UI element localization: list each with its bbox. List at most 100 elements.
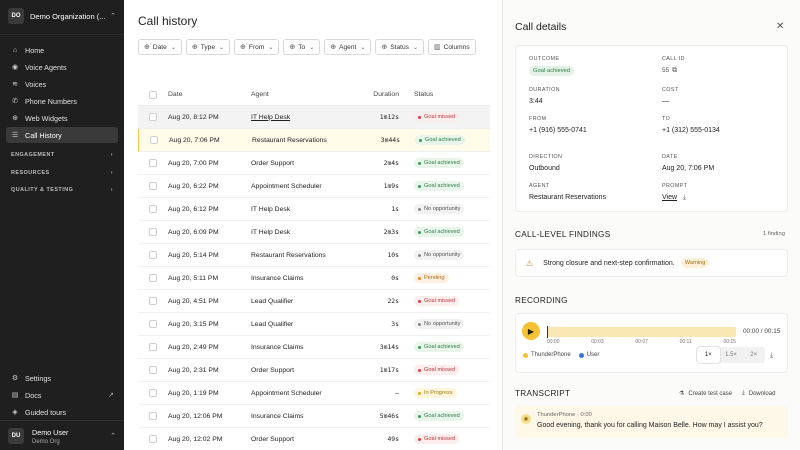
status-dot bbox=[418, 322, 421, 326]
chevron-right-icon: › bbox=[110, 187, 113, 193]
cell-date: Aug 20, 5:11 PM bbox=[168, 274, 219, 282]
sidebar-item-docs[interactable]: ▤ Docs ↗ bbox=[6, 387, 118, 403]
row-checkbox[interactable] bbox=[149, 366, 157, 374]
sidebar-item-settings[interactable]: ⚙ Settings bbox=[6, 370, 118, 386]
chevron-down-icon: ⌄ bbox=[219, 44, 225, 51]
details-card: OUTCOME Goal achieved CALL ID 55 ⧉ DURATI… bbox=[515, 45, 788, 212]
row-checkbox[interactable] bbox=[149, 182, 157, 190]
section-engagement[interactable]: ENGAGEMENT › bbox=[11, 149, 113, 161]
filter-status[interactable]: ⊕ Status ⌄ bbox=[375, 39, 424, 55]
header-date[interactable]: Date bbox=[168, 91, 183, 98]
field-value: +1 (916) 555-0741 bbox=[529, 127, 587, 134]
chevron-updown-icon: ⌃ bbox=[110, 13, 116, 20]
playback-time: 00:00 / 00:15 bbox=[743, 328, 781, 335]
table-row[interactable]: Aug 20, 2:31 PM Order Support 1m17s Goal mi… bbox=[138, 359, 490, 382]
row-checkbox[interactable] bbox=[149, 205, 157, 213]
status-dot bbox=[418, 184, 421, 188]
sidebar-item-home[interactable]: ⌂ Home bbox=[6, 42, 118, 58]
create-test-case-button[interactable]: Create test case bbox=[688, 390, 733, 397]
table-row[interactable]: Aug 20, 6:09 PM IT Help Desk 2m3s Goal achi… bbox=[138, 221, 490, 244]
table-row[interactable]: Aug 20, 6:12 PM IT Help Desk 1s No opportun… bbox=[138, 198, 490, 221]
findings-title: CALL-LEVEL FINDINGS bbox=[515, 230, 611, 239]
plus-icon: ⊕ bbox=[289, 44, 296, 51]
sidebar-item-call-history[interactable]: ☰ Call History bbox=[6, 127, 118, 143]
plus-icon: ⊕ bbox=[240, 44, 246, 51]
filter-label: Status bbox=[390, 43, 409, 51]
table-row[interactable]: Aug 20, 12:02 PM Order Support 49s Goal mis… bbox=[138, 428, 490, 450]
header-status[interactable]: Status bbox=[414, 91, 434, 98]
speed-2x[interactable]: 2× bbox=[750, 352, 758, 358]
row-checkbox[interactable] bbox=[149, 412, 157, 420]
sidebar-item-voices[interactable]: ≋ Voices bbox=[6, 76, 118, 92]
play-button[interactable]: ▶ bbox=[522, 322, 540, 340]
row-checkbox[interactable] bbox=[149, 113, 157, 121]
table-row[interactable]: Aug 20, 7:00 PM Order Support 2m4s Goal ach… bbox=[138, 152, 490, 175]
settings-icon: ⚙ bbox=[11, 375, 19, 382]
speed-1x[interactable]: 1× bbox=[697, 347, 720, 363]
status-badge: Goal achieved bbox=[415, 135, 465, 145]
row-checkbox[interactable] bbox=[149, 274, 157, 282]
cell-duration: 1m12s bbox=[379, 113, 399, 121]
plus-icon: ⊕ bbox=[191, 44, 198, 51]
view-prompt-link[interactable]: View bbox=[662, 194, 678, 201]
status-label: Goal achieved bbox=[424, 160, 460, 166]
table-row[interactable]: Aug 20, 4:51 PM Lead Qualifier 22s Goal mis… bbox=[138, 290, 490, 313]
status-badge: Goal missed bbox=[414, 112, 460, 122]
transcript-actions: ⚗ Create test case ⤓ Download bbox=[679, 390, 779, 397]
copy-icon[interactable]: ⧉ bbox=[672, 67, 678, 74]
row-checkbox[interactable] bbox=[149, 159, 157, 167]
header-duration[interactable]: Duration bbox=[373, 91, 399, 98]
table-row[interactable]: Aug 20, 1:19 PM Appointment Scheduler – In … bbox=[138, 382, 490, 405]
status-badge: Goal achieved bbox=[414, 342, 464, 352]
docs-icon: ▤ bbox=[11, 392, 19, 399]
columns-button[interactable]: ▥ Columns bbox=[427, 39, 476, 55]
sidebar-item-phone-numbers[interactable]: ✆ Phone Numbers bbox=[6, 93, 118, 109]
divider bbox=[0, 420, 124, 421]
org-switcher[interactable]: DO Demo Organization (... ⌃ bbox=[8, 8, 116, 24]
header-agent[interactable]: Agent bbox=[251, 91, 269, 98]
filter-date[interactable]: ⊕ Date ⌄ bbox=[138, 39, 182, 55]
sidebar-item-web-widgets[interactable]: ⊕ Web Widgets bbox=[6, 110, 118, 126]
table-row[interactable]: Aug 20, 12:06 PM Insurance Claims 5m46s Goa… bbox=[138, 405, 490, 428]
field-outcome: OUTCOME Goal achieved bbox=[529, 56, 575, 76]
table-row[interactable]: Aug 20, 5:11 PM Insurance Claims 0s Pending bbox=[138, 267, 490, 290]
table-header: Date Agent Duration Status bbox=[138, 84, 490, 106]
row-checkbox[interactable] bbox=[149, 389, 157, 397]
cell-duration: – bbox=[395, 389, 399, 397]
table-row[interactable]: Aug 20, 2:49 PM Insurance Claims 3m14s Goal… bbox=[138, 336, 490, 359]
row-checkbox[interactable] bbox=[149, 320, 157, 328]
filter-to[interactable]: ⊕ To ⌄ bbox=[283, 39, 321, 55]
row-checkbox[interactable] bbox=[150, 136, 158, 144]
sidebar-item-voice-agents[interactable]: ◉ Voice Agents bbox=[6, 59, 118, 75]
table-row[interactable]: Aug 20, 5:14 PM Restaurant Reservations 10… bbox=[138, 244, 490, 267]
row-checkbox[interactable] bbox=[149, 435, 157, 443]
section-resources[interactable]: RESOURCES › bbox=[11, 167, 113, 179]
section-quality-testing[interactable]: QUALITY & TESTING › bbox=[11, 184, 113, 196]
status-label: Pending bbox=[424, 275, 445, 281]
filter-type[interactable]: ⊕ Type ⌄ bbox=[185, 39, 231, 55]
row-checkbox[interactable] bbox=[149, 228, 157, 236]
row-checkbox[interactable] bbox=[149, 297, 157, 305]
table-row[interactable]: Aug 20, 6:22 PM Appointment Scheduler 1m9s… bbox=[138, 175, 490, 198]
playhead[interactable] bbox=[547, 326, 548, 338]
row-checkbox[interactable] bbox=[149, 251, 157, 259]
table-row[interactable]: Aug 20, 7:06 PM Restaurant Reservations 3m… bbox=[138, 129, 490, 152]
download-button[interactable]: Download bbox=[748, 390, 776, 397]
select-all-checkbox[interactable] bbox=[149, 90, 157, 99]
field-value: — bbox=[662, 98, 669, 105]
phone-icon: ✆ bbox=[12, 98, 18, 105]
close-icon[interactable]: ✕ bbox=[776, 21, 785, 32]
sidebar-item-guided-tours[interactable]: ◈ Guided tours bbox=[6, 404, 118, 420]
table-row[interactable]: Aug 20, 3:15 PM Lead Qualifier 3s No opport… bbox=[138, 313, 490, 336]
filter-agent[interactable]: ⊕ Agent ⌄ bbox=[324, 39, 372, 55]
filter-from[interactable]: ⊕ From ⌄ bbox=[234, 39, 280, 55]
table-row[interactable]: Aug 20, 8:12 PM IT Help Desk 1m12s Goal mis… bbox=[138, 106, 490, 129]
waveform-scrubber[interactable] bbox=[547, 326, 736, 338]
download-icon[interactable]: ⤓ bbox=[683, 194, 687, 201]
download-icon[interactable]: ⤓ bbox=[770, 352, 774, 359]
field-value: Outbound bbox=[529, 165, 560, 172]
user-menu[interactable]: DU Demo User Demo Org ⌃ bbox=[8, 425, 116, 447]
row-checkbox[interactable] bbox=[149, 343, 157, 351]
status-badge: No opportunity bbox=[414, 319, 465, 329]
speed-1-5x[interactable]: 1.5× bbox=[725, 352, 737, 358]
